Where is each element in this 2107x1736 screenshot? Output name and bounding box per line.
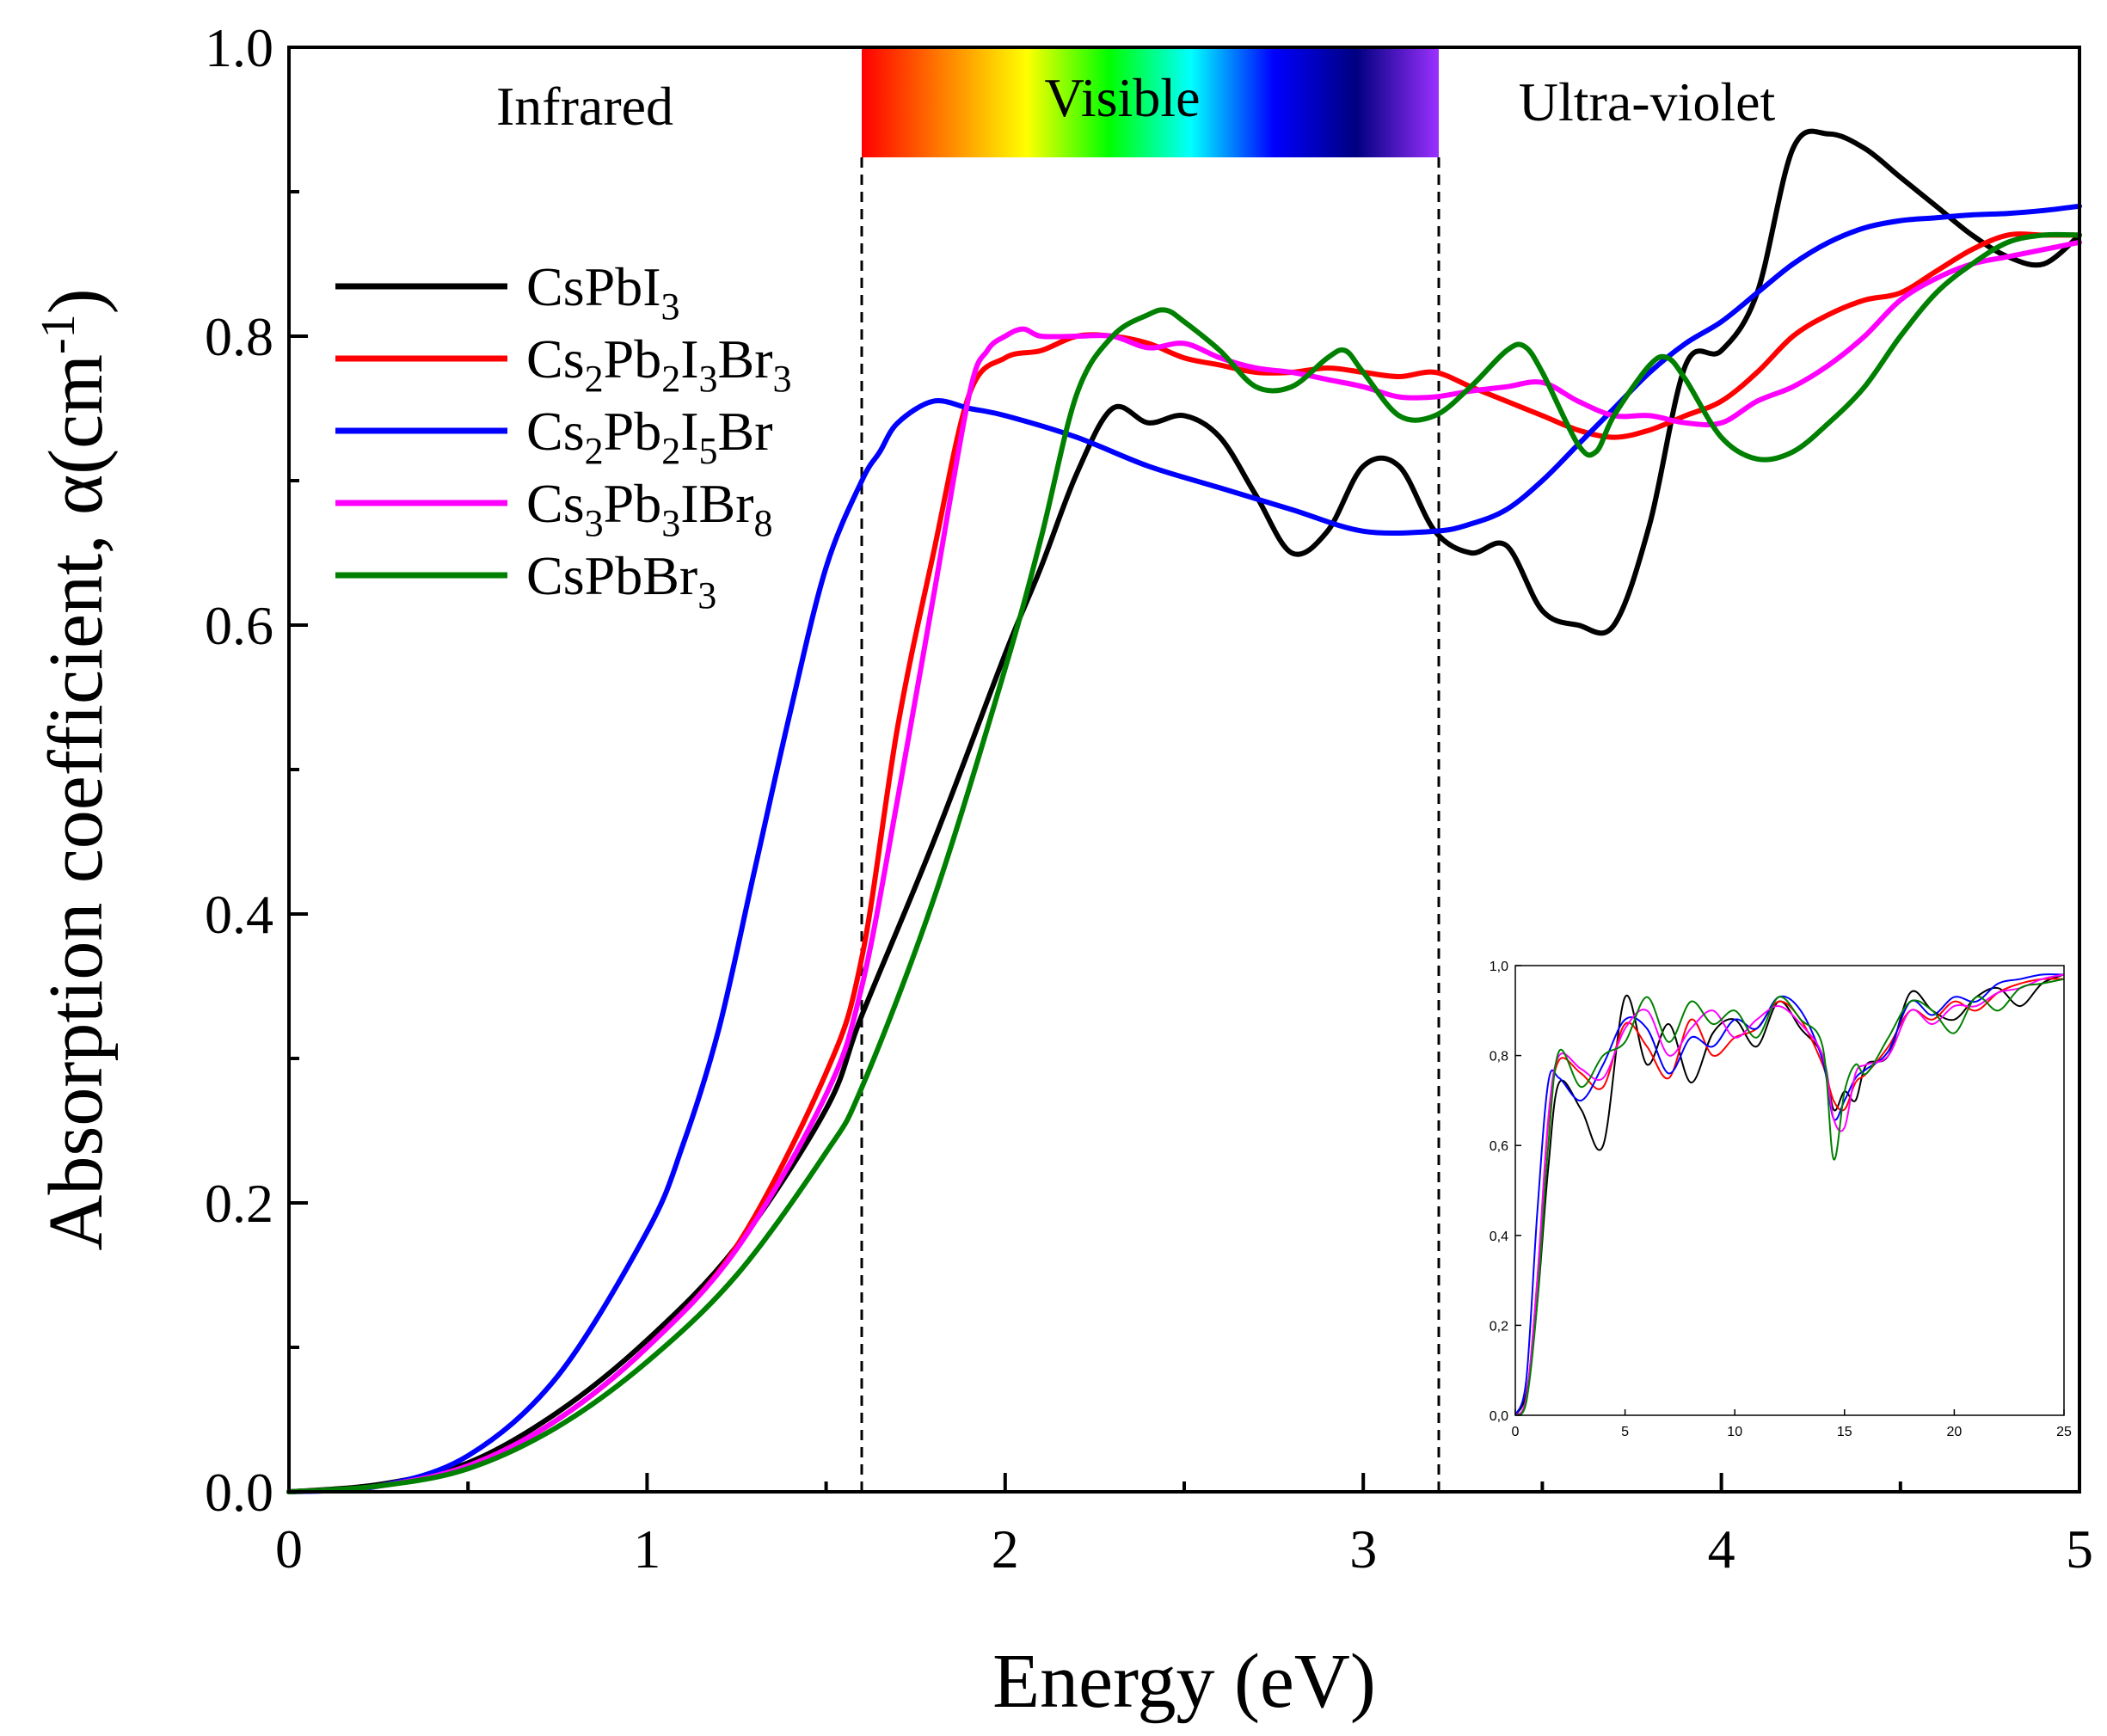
y-tick-label: 0.8: [205, 306, 273, 367]
main-series-group: [286, 128, 2082, 1494]
inset-y-tick-label: 0,6: [1490, 1139, 1508, 1154]
y-tick-label: 0.0: [205, 1462, 273, 1523]
y-tick-label: 1.0: [205, 17, 273, 78]
inset-axes: 0 5 10 15 20 25 0,0 0,2 0,4 0,6 0,8 1,0: [1490, 960, 2072, 1439]
legend-label-CsPbI3: CsPbI3: [526, 256, 680, 328]
series-line-CsPbI3: [286, 128, 2082, 1494]
x-tick-label: 0: [275, 1518, 303, 1580]
inset-x-tick-label: 15: [1837, 1425, 1852, 1439]
inset-series-line-CsPbBr3: [1514, 978, 2065, 1416]
inset-x-tick-label: 20: [1947, 1425, 1963, 1439]
inset-y-tick-label: 0,0: [1490, 1409, 1508, 1424]
legend: CsPbI3Cs2Pb2I3Br3Cs2Pb2I5BrCs3Pb3IBr8CsP…: [335, 256, 792, 616]
y-tick-label: 0.6: [205, 595, 273, 656]
inset-x-tick-label: 10: [1727, 1425, 1742, 1439]
y-axis-title-sup: -1: [32, 314, 85, 354]
inset-x-tick-label: 25: [2056, 1425, 2072, 1439]
main-axes: 0 1 2 3 4 5 0.0 0.2 0.4 0.6 0.8 1.0: [205, 17, 2093, 1580]
inset-y-tick-label: 1,0: [1490, 960, 1508, 974]
x-tick-label: 5: [2066, 1518, 2093, 1580]
region-label-infrared: Infrared: [496, 76, 673, 137]
x-tick-label: 3: [1349, 1518, 1377, 1580]
series-line-Cs2Pb2I3Br3: [286, 231, 2082, 1494]
inset-series-group: [1514, 973, 2065, 1416]
inset-y-tick-label: 0,8: [1490, 1050, 1508, 1064]
legend-label-Cs2Pb2I3Br3: Cs2Pb2I3Br3: [526, 328, 792, 400]
region-label-ultraviolet: Ultra-violet: [1519, 71, 1776, 132]
x-axis-title: Energy (eV): [992, 1639, 1376, 1724]
y-axis-title: Absorption coefficient, α(cm-1): [32, 288, 119, 1250]
inset-series-line-Cs3Pb3IBr8: [1514, 973, 2065, 1416]
y-axis-title-close: ): [34, 288, 119, 314]
x-tick-label: 1: [633, 1518, 660, 1580]
series-line-Cs3Pb3IBr8: [286, 239, 2082, 1494]
inset-y-tick-label: 0,4: [1490, 1230, 1508, 1244]
y-axis-title-main: Absorption coefficient, α(cm: [34, 354, 119, 1251]
region-label-visible: Visible: [1044, 67, 1200, 128]
inset-frame: [1514, 965, 2065, 1416]
inset-series-line-Cs2Pb2I3Br3: [1514, 978, 2065, 1416]
legend-label-Cs2Pb2I5Br: Cs2Pb2I5Br: [526, 401, 773, 472]
legend-label-Cs3Pb3IBr8: Cs3Pb3IBr8: [526, 473, 773, 544]
series-line-Cs2Pb2I5Br: [286, 203, 2082, 1494]
y-tick-label: 0.4: [205, 884, 273, 945]
inset-y-tick-label: 0,2: [1490, 1319, 1508, 1334]
y-tick-label: 0.2: [205, 1173, 273, 1234]
x-tick-label: 4: [1708, 1518, 1735, 1580]
inset-x-tick-label: 5: [1621, 1425, 1629, 1439]
series-line-CsPbBr3: [286, 231, 2082, 1494]
x-tick-label: 2: [992, 1518, 1019, 1580]
visible-spectrum-band: [862, 47, 1439, 157]
inset-x-tick-label: 0: [1512, 1425, 1520, 1439]
inset-background: [1515, 966, 2064, 1415]
legend-label-CsPbBr3: CsPbBr3: [526, 545, 716, 616]
